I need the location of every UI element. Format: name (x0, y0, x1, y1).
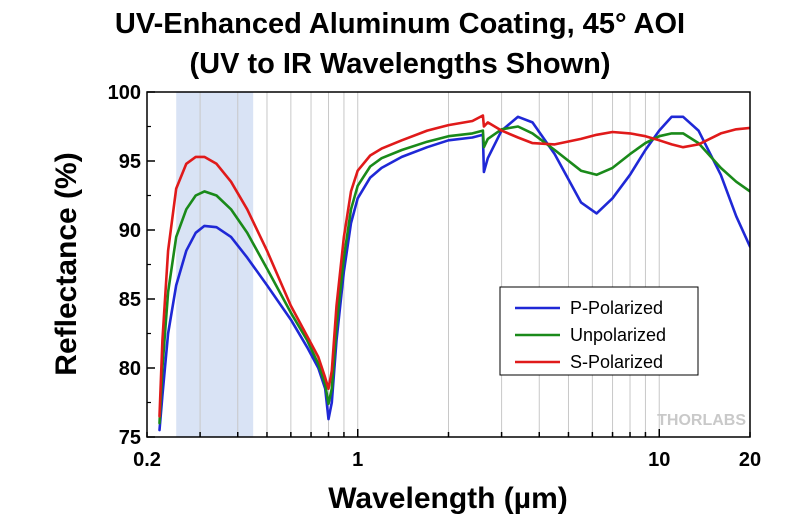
x-tick-label: 20 (739, 449, 761, 471)
y-tick-label: 100 (108, 82, 141, 104)
thorlabs-watermark: THORLABS (657, 412, 746, 429)
y-axis-title: Reflectance (%) (50, 152, 83, 375)
y-tick-label: 90 (119, 220, 141, 242)
legend-label: P-Polarized (570, 298, 663, 318)
series-line-s-polarized (158, 114, 750, 418)
chart-subtitle: (UV to IR Wavelengths Shown) (189, 48, 611, 80)
uv-shaded-region (176, 92, 254, 437)
y-tick-label: 80 (119, 358, 141, 380)
y-tick-label: 85 (119, 289, 141, 311)
legend-label: Unpolarized (570, 325, 666, 345)
legend-label: S-Polarized (570, 352, 663, 372)
series-line-unpolarized (158, 125, 750, 425)
x-tick-label: 0.2 (133, 449, 161, 471)
y-tick-label: 75 (119, 427, 141, 449)
series-line-p-polarized (158, 115, 750, 432)
x-axis-title: Wavelength (µm) (328, 482, 568, 515)
x-tick-label: 1 (352, 449, 363, 471)
y-tick-label: 95 (119, 151, 141, 173)
x-tick-label: 10 (648, 449, 670, 471)
legend-box (499, 286, 699, 376)
legend: P-Polarized Unpolarized S-Polarized (499, 286, 699, 376)
chart-title: UV-Enhanced Aluminum Coating, 45° AOI (114, 8, 686, 40)
